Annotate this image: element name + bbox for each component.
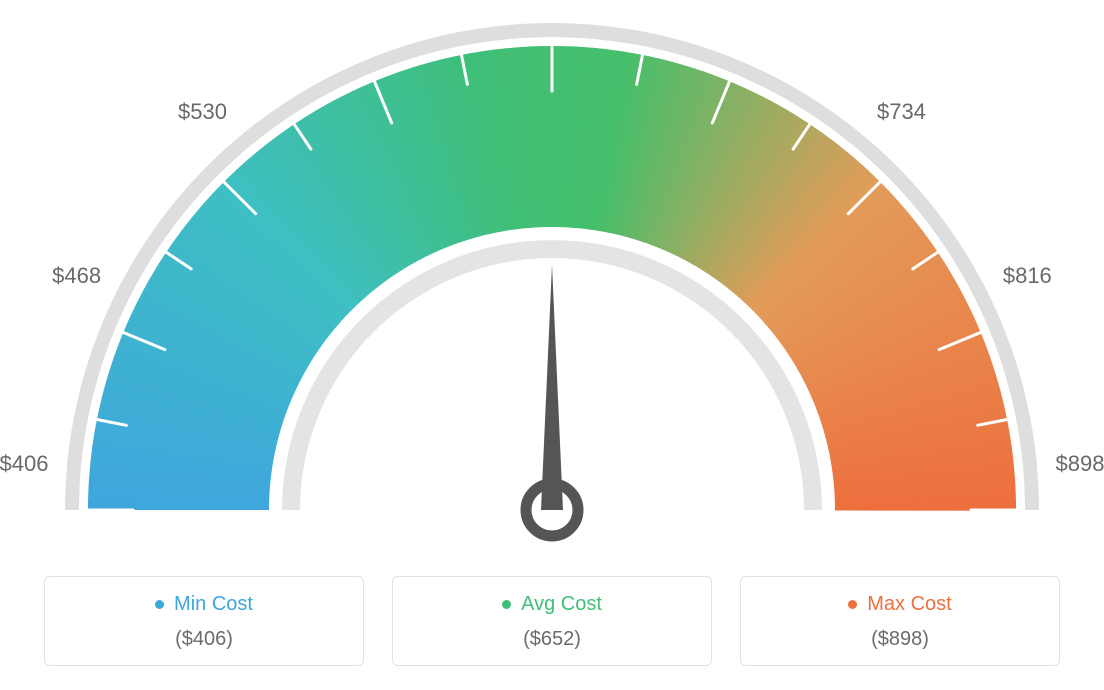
gauge-area: $406$468$530$652$734$816$898 xyxy=(0,0,1104,560)
legend-row: Min Cost ($406) Avg Cost ($652) Max Cost… xyxy=(0,576,1104,666)
gauge-tick-label: $734 xyxy=(877,99,926,125)
legend-title-avg: Avg Cost xyxy=(502,593,602,616)
gauge-svg xyxy=(0,0,1104,560)
legend-value-min: ($406) xyxy=(45,628,363,651)
gauge-tick-label: $406 xyxy=(0,451,48,477)
legend-card-min: Min Cost ($406) xyxy=(44,576,364,666)
legend-value-max: ($898) xyxy=(741,628,1059,651)
legend-card-max: Max Cost ($898) xyxy=(740,576,1060,666)
gauge-tick-label: $898 xyxy=(1055,451,1104,477)
gauge-tick-label: $530 xyxy=(178,99,227,125)
legend-card-avg: Avg Cost ($652) xyxy=(392,576,712,666)
legend-value-avg: ($652) xyxy=(393,628,711,651)
legend-dot-min xyxy=(155,600,164,609)
legend-title-max: Max Cost xyxy=(848,593,951,616)
legend-dot-max xyxy=(848,600,857,609)
chart-root: $406$468$530$652$734$816$898 Min Cost ($… xyxy=(0,0,1104,690)
gauge-tick-label: $816 xyxy=(1003,263,1052,289)
legend-label-min: Min Cost xyxy=(174,593,253,616)
legend-dot-avg xyxy=(502,600,511,609)
legend-label-max: Max Cost xyxy=(867,593,951,616)
legend-title-min: Min Cost xyxy=(155,593,253,616)
legend-label-avg: Avg Cost xyxy=(521,593,602,616)
gauge-tick-label: $468 xyxy=(52,263,101,289)
